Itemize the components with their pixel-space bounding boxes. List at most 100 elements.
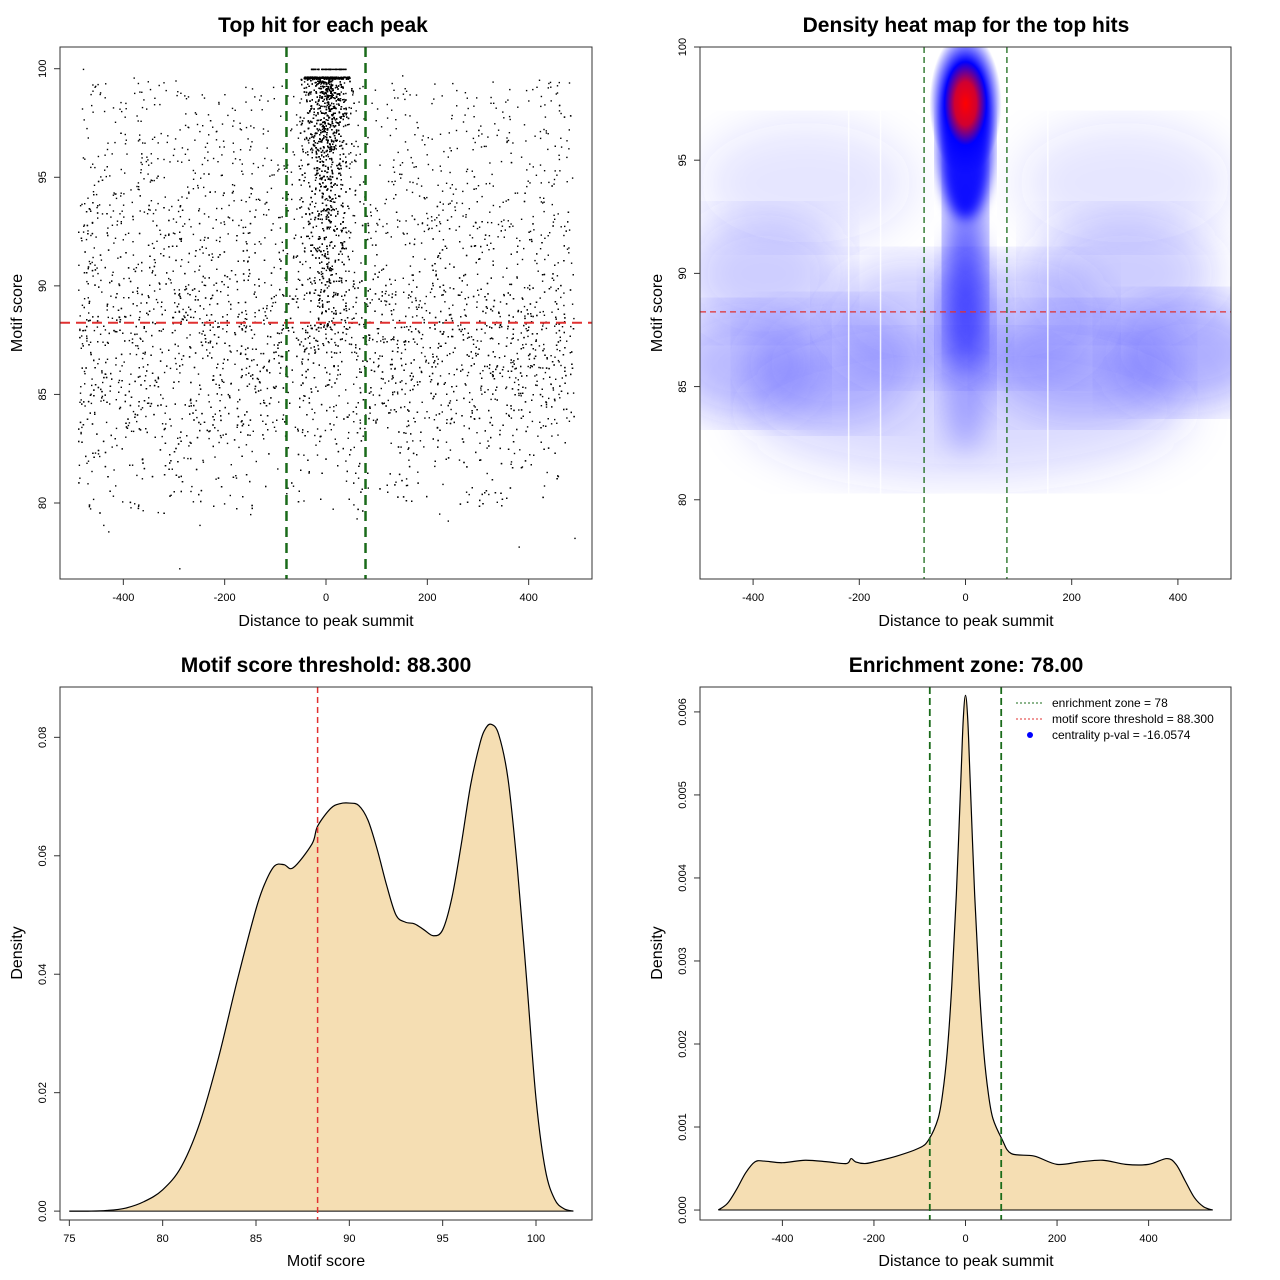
data-point [305, 94, 307, 96]
data-point [149, 284, 151, 286]
data-point [384, 293, 387, 295]
data-point [312, 149, 314, 151]
data-point [554, 218, 556, 220]
data-point [451, 114, 453, 117]
data-point [135, 353, 138, 356]
data-point [437, 446, 439, 448]
data-point [394, 180, 396, 182]
data-point [348, 230, 350, 232]
data-point [146, 156, 148, 158]
data-point [152, 212, 155, 215]
data-point [163, 512, 165, 514]
data-point [442, 483, 444, 486]
data-point [542, 325, 544, 327]
data-point [110, 372, 112, 375]
data-point [268, 361, 270, 363]
data-point [278, 332, 281, 335]
data-point [342, 299, 344, 301]
data-point [243, 279, 245, 282]
data-point [176, 368, 178, 370]
data-point [476, 328, 478, 331]
data-point [187, 292, 189, 295]
data-point [349, 163, 351, 165]
data-point [83, 298, 86, 300]
data-point [432, 397, 434, 400]
data-point [250, 125, 252, 127]
data-point [360, 262, 362, 264]
data-point [137, 347, 140, 350]
data-point [446, 219, 449, 221]
data-point [93, 247, 95, 249]
data-point [137, 188, 139, 190]
scatter-title: Top hit for each peak [218, 14, 428, 37]
data-point [138, 138, 141, 141]
data-point [122, 501, 124, 503]
data-point [153, 384, 156, 387]
data-point [185, 311, 187, 314]
data-point [222, 140, 225, 142]
data-point [167, 135, 169, 137]
data-point [563, 408, 565, 411]
data-point [169, 462, 171, 464]
data-point [520, 332, 522, 334]
data-point [525, 89, 528, 92]
data-point [412, 279, 414, 282]
data-point [269, 372, 271, 374]
data-point [425, 295, 427, 298]
data-point [280, 332, 283, 334]
data-point [466, 182, 469, 185]
data-point [212, 445, 214, 448]
data-point [357, 145, 359, 148]
data-point [568, 229, 571, 231]
data-point [245, 313, 248, 315]
data-point [188, 192, 190, 195]
data-point [100, 400, 102, 402]
data-point [480, 245, 482, 248]
data-point [536, 333, 538, 335]
data-point [191, 485, 193, 488]
data-point [546, 358, 548, 360]
data-point [278, 362, 280, 364]
data-point [568, 252, 570, 254]
data-point [83, 401, 85, 403]
data-point [501, 225, 504, 227]
data-point [410, 331, 413, 333]
data-point [335, 344, 337, 346]
data-point [432, 269, 434, 271]
data-point [238, 389, 240, 391]
data-point [192, 233, 195, 236]
data-point [462, 215, 464, 217]
data-point [277, 164, 279, 166]
data-point [310, 324, 312, 327]
data-point [163, 176, 165, 179]
data-point [563, 321, 566, 323]
data-point [337, 365, 339, 367]
data-point [442, 209, 444, 211]
data-point [97, 453, 100, 455]
data-point [199, 429, 201, 432]
data-point [146, 302, 148, 304]
data-point [363, 326, 365, 328]
data-point [324, 253, 326, 255]
data-point [139, 429, 142, 431]
data-point [324, 367, 326, 369]
data-point [539, 164, 542, 166]
data-point [401, 173, 403, 176]
data-point [533, 364, 535, 366]
data-point [371, 102, 373, 104]
data-point [100, 259, 103, 261]
data-point [344, 319, 346, 322]
data-point [555, 93, 557, 95]
data-point [343, 82, 346, 84]
data-point [338, 234, 340, 237]
data-point [173, 491, 175, 493]
data-point [245, 241, 247, 243]
data-point [300, 184, 302, 186]
data-point [529, 367, 531, 369]
data-point [299, 279, 301, 281]
data-point [296, 208, 298, 210]
data-point [211, 297, 213, 299]
data-point [94, 264, 96, 266]
data-point [120, 386, 122, 388]
data-point [548, 397, 550, 400]
